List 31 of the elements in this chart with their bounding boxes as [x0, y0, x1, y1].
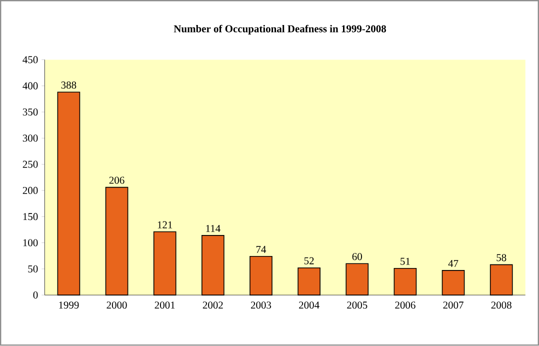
data-label: 51 [400, 258, 410, 265]
x-tick-label: 1999 [59, 302, 79, 309]
data-label: 114 [206, 225, 220, 232]
x-tick-label: 2007 [443, 302, 464, 309]
y-tick-label: 450 [22, 56, 38, 64]
y-tick-label: 250 [22, 160, 38, 168]
y-tick-label: 200 [22, 187, 38, 194]
x-tick-label: 2002 [202, 302, 223, 309]
x-tick-label: 2001 [154, 302, 175, 309]
y-tick-label: 50 [28, 266, 38, 273]
x-tick-label: 2003 [250, 302, 272, 309]
y-tick-label: 350 [22, 108, 38, 116]
x-tick-label: 2008 [491, 302, 512, 309]
x-tick-label: 2006 [395, 302, 416, 309]
y-tick-label: 0 [33, 292, 38, 299]
x-tick-label: 2005 [347, 302, 368, 309]
x-tick-label: 2004 [299, 302, 320, 309]
data-label: 206 [109, 176, 124, 184]
data-label: 47 [448, 260, 458, 268]
data-label: 52 [304, 257, 314, 264]
y-tick-label: 300 [22, 134, 38, 142]
data-label: 74 [256, 246, 266, 253]
data-label: 121 [158, 221, 172, 228]
data-label: 388 [61, 82, 76, 89]
y-tick-label: 100 [23, 239, 38, 246]
x-tick-label: 2000 [106, 302, 127, 309]
y-tick-label: 150 [23, 213, 38, 220]
y-tick-label: 400 [22, 82, 38, 90]
data-label: 60 [352, 253, 362, 260]
data-label: 58 [496, 254, 506, 262]
chart-title: Number of Occupational Deafness in 1999-2008 [174, 24, 386, 35]
